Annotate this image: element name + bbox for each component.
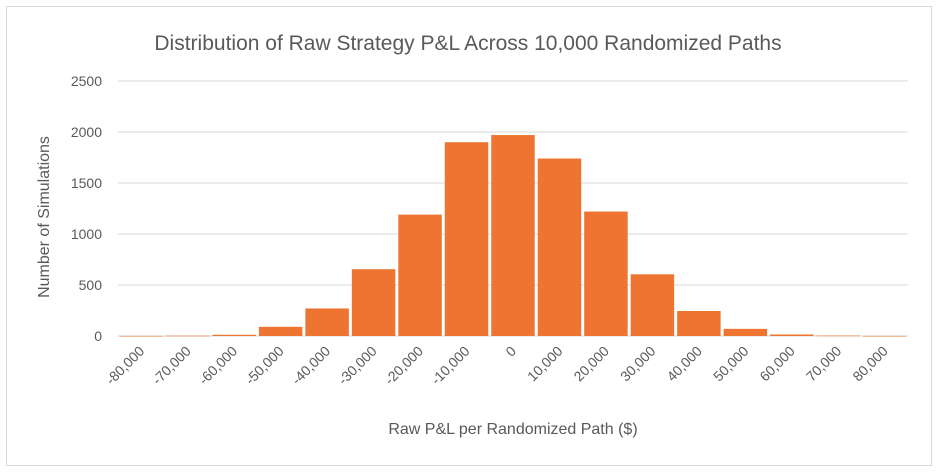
bar <box>119 335 163 337</box>
bar <box>584 211 628 336</box>
bar <box>630 274 675 336</box>
x-tick-label: 50,000 <box>710 343 752 385</box>
x-tick-label: 40,000 <box>663 343 705 385</box>
x-tick-label: 20,000 <box>570 343 612 385</box>
x-axis-ticks: -80,000 -70,000 -60,000 -50,000 -40,000 -30,0… <box>102 343 891 388</box>
x-tick-label: -60,000 <box>195 343 240 388</box>
y-tick-label: 2000 <box>71 124 102 140</box>
bar <box>212 334 256 336</box>
x-tick-label: -20,000 <box>381 343 426 388</box>
bar <box>258 326 303 336</box>
y-axis-ticks: 0 500 1000 1500 2000 2500 <box>71 73 102 344</box>
y-tick-label: 1500 <box>71 175 102 191</box>
y-tick-label: 0 <box>94 328 102 344</box>
x-tick-label: 10,000 <box>524 343 566 385</box>
bar <box>537 158 582 336</box>
y-tick-label: 500 <box>79 277 103 293</box>
bar <box>863 335 907 337</box>
bar <box>491 135 535 336</box>
bar <box>677 311 721 336</box>
y-tick-label: 2500 <box>71 73 102 89</box>
x-axis-title: Raw P&L per Randomized Path ($) <box>388 421 637 438</box>
x-tick-label: 70,000 <box>803 343 845 385</box>
x-tick-label: 30,000 <box>617 343 659 385</box>
x-tick-label: 0 <box>502 343 519 360</box>
chart-title: Distribution of Raw Strategy P&L Across … <box>154 32 781 55</box>
bar <box>165 335 210 337</box>
bars <box>119 135 907 337</box>
x-tick-label: -40,000 <box>288 343 333 388</box>
y-tick-label: 1000 <box>71 226 102 242</box>
x-tick-label: -70,000 <box>149 343 194 388</box>
x-tick-label: -80,000 <box>102 343 147 388</box>
bar <box>305 308 349 336</box>
bar <box>816 335 861 337</box>
bar <box>351 269 396 336</box>
x-tick-label: 80,000 <box>849 343 891 385</box>
y-axis-title: Number of Simulations <box>36 136 53 298</box>
bar <box>770 334 814 336</box>
x-tick-label: 60,000 <box>756 343 798 385</box>
x-tick-label: -30,000 <box>335 343 380 388</box>
x-tick-label: -10,000 <box>428 343 473 388</box>
bar <box>398 214 442 336</box>
x-tick-label: -50,000 <box>242 343 287 388</box>
bar <box>723 328 768 336</box>
bar <box>444 142 489 336</box>
